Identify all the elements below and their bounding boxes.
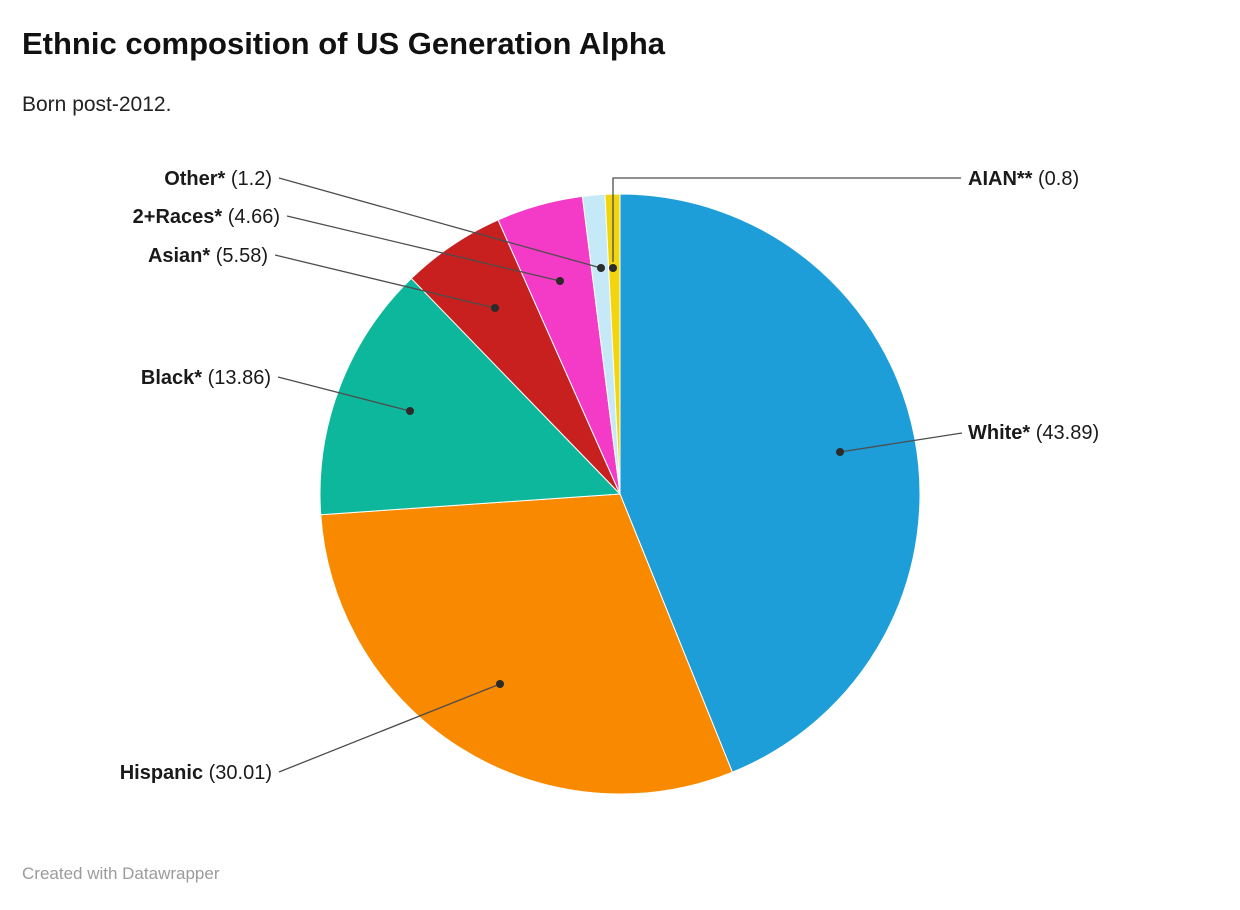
slice-label-value: (43.89) [1030,422,1099,444]
slice-labels: White* (43.89) Hispanic (30.01) Black* (13… [120,168,1099,784]
slice-label-value: (0.8) [1032,168,1079,190]
label-anchor-dot [836,448,844,456]
slice-label-value: (4.66) [222,206,280,228]
slice-label: White* (43.89) [968,422,1099,444]
chart-title: Ethnic composition of US Generation Alph… [22,26,665,61]
pie-slice-hispanic[interactable] [320,493,734,795]
pie-slice-black[interactable] [319,277,622,516]
slice-label: 2+Races* (4.66) [133,206,280,228]
label-connector-line [278,177,602,269]
label-connector-line [839,432,963,453]
slice-label: Asian* (5.58) [148,245,268,267]
label-anchor-dot [597,264,605,272]
slice-label-value: (5.58) [210,245,268,267]
chart-subtitle: Born post-2012. [22,93,172,116]
attribution-credit: Created with Datawrapper [22,864,220,883]
slice-label-name: Other* [164,168,225,190]
label-connectors [274,177,963,773]
slice-label-name: AIAN** [968,168,1033,190]
label-anchor-dot [496,680,504,688]
slice-label: Black* (13.86) [141,367,271,389]
slice-label-name: White* [968,422,1030,444]
label-anchor-dot [406,407,414,415]
slice-label: Other* (1.2) [164,168,272,190]
pie-slice-white[interactable] [619,193,921,773]
slice-label-value: (13.86) [202,367,271,389]
label-connector-line [612,177,961,262]
slice-label: Hispanic (30.01) [120,762,272,784]
label-anchor-dot [609,264,617,272]
label-connector-line [286,215,561,282]
label-connector-line [274,254,496,309]
pie-slices [319,193,921,795]
slice-label-name: Hispanic [120,762,203,784]
slice-label-name: Asian* [148,245,210,267]
label-connector-line [278,683,501,773]
slice-label-name: Black* [141,367,202,389]
label-connector-line [277,376,411,412]
label-anchor-dot [491,304,499,312]
label-anchor-dot [556,277,564,285]
slice-label: AIAN** (0.8) [968,168,1079,190]
slice-label-value: (30.01) [203,762,272,784]
slice-label-value: (1.2) [225,168,272,190]
slice-label-name: 2+Races* [133,206,223,228]
